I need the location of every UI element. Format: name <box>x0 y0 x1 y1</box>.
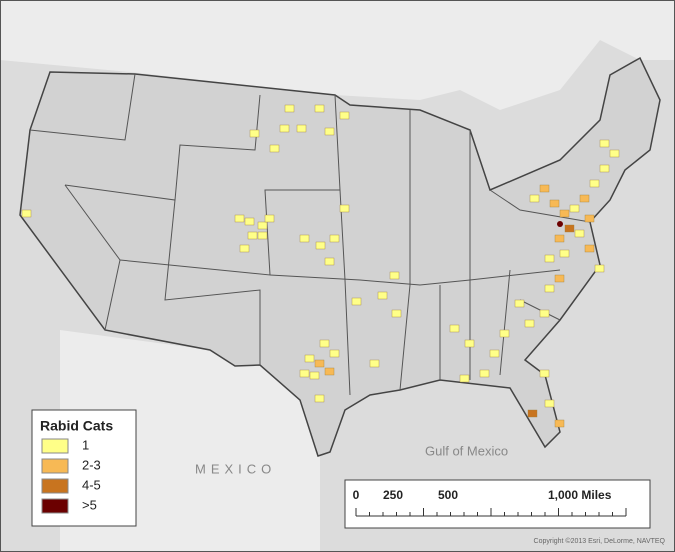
county <box>299 369 310 378</box>
county <box>21 209 32 218</box>
legend-swatch <box>41 438 69 454</box>
county <box>351 297 362 306</box>
county <box>557 221 563 227</box>
county <box>554 419 565 428</box>
state-border <box>399 110 411 391</box>
county <box>304 354 315 363</box>
county <box>464 339 475 348</box>
county <box>339 111 350 120</box>
county <box>599 139 610 148</box>
county <box>319 339 330 348</box>
county <box>257 221 268 230</box>
county <box>459 374 470 383</box>
state-border <box>339 189 351 396</box>
county <box>315 241 326 250</box>
county <box>314 104 325 113</box>
scale-label: 1,000 Miles <box>548 488 612 502</box>
county <box>279 124 290 133</box>
county <box>574 229 585 238</box>
county <box>584 214 595 223</box>
scale-label: 250 <box>383 488 403 502</box>
counties <box>21 104 620 428</box>
county <box>314 394 325 403</box>
county <box>296 124 307 133</box>
state-border <box>164 199 261 365</box>
state-border <box>29 73 136 141</box>
canada <box>0 0 675 110</box>
county <box>314 359 325 368</box>
county <box>391 309 402 318</box>
county <box>329 349 340 358</box>
county <box>479 369 490 378</box>
legend-swatch <box>41 458 69 474</box>
county <box>247 231 258 240</box>
county <box>549 199 560 208</box>
county <box>599 164 610 173</box>
county <box>554 234 565 243</box>
scale-label: 500 <box>438 488 458 502</box>
county <box>559 209 570 218</box>
county <box>514 299 525 308</box>
county <box>309 371 320 380</box>
county <box>544 284 555 293</box>
county <box>594 264 605 273</box>
county <box>539 369 550 378</box>
county <box>339 204 350 213</box>
county <box>299 234 310 243</box>
scale-bar-box <box>344 479 651 529</box>
county <box>609 149 620 158</box>
county <box>529 194 540 203</box>
county <box>264 214 275 223</box>
county <box>544 399 555 408</box>
county <box>284 104 295 113</box>
county <box>324 127 335 136</box>
scale-bar: 0 250 500 1,000 Miles <box>353 488 627 517</box>
county <box>244 217 255 226</box>
water-label: Gulf of Mexico <box>425 443 508 458</box>
county <box>554 274 565 283</box>
county <box>569 204 580 213</box>
county <box>539 184 550 193</box>
county <box>449 324 460 333</box>
county <box>234 214 245 223</box>
legend-label: >5 <box>82 497 97 512</box>
legend-label: 1 <box>82 437 89 452</box>
copyright: Copyright ©2013 Esri, DeLorme, NAVTEQ <box>534 537 666 545</box>
county <box>544 254 555 263</box>
county <box>499 329 510 338</box>
legend-label: 4-5 <box>82 477 101 492</box>
county <box>539 309 550 318</box>
state-border <box>269 269 561 286</box>
county <box>239 244 250 253</box>
county <box>389 271 400 280</box>
county <box>559 249 570 258</box>
county <box>489 349 500 358</box>
county <box>527 409 538 418</box>
county <box>257 231 268 240</box>
county <box>564 224 575 233</box>
legend-swatch <box>41 498 69 514</box>
state-border <box>489 189 591 223</box>
county <box>324 367 335 376</box>
county <box>369 359 380 368</box>
county <box>377 291 388 300</box>
legend-title: Rabid Cats <box>40 418 113 434</box>
legend-label: 2-3 <box>82 457 101 472</box>
legend-items: 1 2-3 4-5 >5 <box>41 437 101 514</box>
county <box>249 129 260 138</box>
county <box>324 257 335 266</box>
county <box>579 194 590 203</box>
state-border <box>119 94 341 276</box>
county <box>329 234 340 243</box>
county <box>584 244 595 253</box>
legend-swatch <box>41 478 69 494</box>
county <box>269 144 280 153</box>
county <box>524 319 535 328</box>
county <box>589 179 600 188</box>
country-label: MEXICO <box>195 461 276 476</box>
scale-label: 0 <box>353 488 360 502</box>
